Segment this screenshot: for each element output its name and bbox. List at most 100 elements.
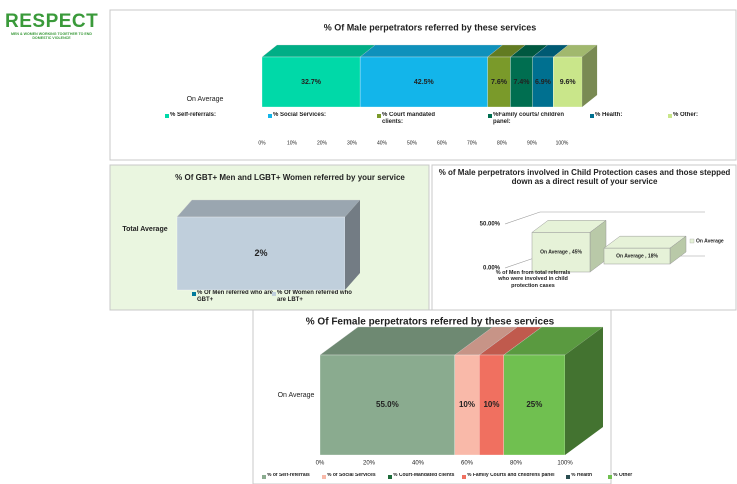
value-label: On Average , 18% bbox=[616, 253, 658, 259]
x-tick-label: 70% bbox=[467, 140, 478, 146]
bar-segment bbox=[319, 326, 494, 456]
x-tick-label: 100% bbox=[556, 140, 569, 146]
value-label: 7.4% bbox=[514, 79, 531, 86]
legend-label: % Health bbox=[571, 473, 593, 478]
bar-top bbox=[176, 199, 361, 218]
x-tick-label: 30% bbox=[347, 140, 358, 146]
legend-label-box: % of Social Services bbox=[327, 473, 376, 478]
legend-label: %Family courts/ children panel: bbox=[493, 112, 565, 125]
bar bbox=[531, 219, 607, 273]
logo-name: RESPECT bbox=[5, 11, 98, 32]
bar-segment bbox=[478, 326, 543, 456]
legend-label: % Court-Mandated clients bbox=[393, 473, 455, 478]
bar-front bbox=[479, 354, 504, 456]
category-label-box: On Average bbox=[277, 392, 315, 399]
bar-front bbox=[603, 247, 671, 265]
legend-swatch bbox=[689, 238, 695, 244]
legend-label-box: % Health: bbox=[595, 112, 623, 118]
x-tick-label: 60% bbox=[437, 140, 448, 146]
bar-segment bbox=[509, 44, 549, 108]
legend-swatch bbox=[322, 475, 326, 479]
value-label: 25% bbox=[526, 400, 542, 409]
category-label: % of Men from total referrals who were i… bbox=[495, 270, 571, 289]
value-label: 7.6% bbox=[491, 79, 508, 86]
chart-title: % of Male perpetrators involved in Child… bbox=[438, 168, 731, 187]
legend-label: % Other bbox=[613, 473, 633, 478]
legend-label-box: %Family courts/ children panel: bbox=[493, 112, 565, 125]
bar-side bbox=[345, 200, 360, 290]
bar-segment bbox=[176, 199, 361, 291]
legend-label: % Of Women referred who are LBT+ bbox=[277, 290, 352, 303]
legend-swatch bbox=[272, 292, 276, 296]
bar-top bbox=[261, 44, 376, 58]
value-label: 42.5% bbox=[414, 79, 435, 86]
legend-swatch bbox=[165, 114, 169, 118]
y-tick-label: 50.00% bbox=[480, 222, 501, 228]
legend-swatch bbox=[462, 475, 466, 479]
legend-swatch bbox=[388, 475, 392, 479]
x-tick-label: 40% bbox=[412, 461, 425, 467]
legend-swatch bbox=[590, 114, 594, 118]
x-tick-label: 20% bbox=[363, 461, 376, 467]
bar-front bbox=[261, 56, 361, 108]
x-tick-label: 60% bbox=[461, 461, 474, 467]
legend-swatch bbox=[192, 292, 196, 296]
chart-title: % Of Female perpetrators referred by the… bbox=[306, 317, 555, 328]
bar-front bbox=[503, 354, 566, 456]
bar-front bbox=[553, 56, 583, 108]
category-label: On Average bbox=[186, 96, 224, 103]
legend-label-box: % Self-referrals: bbox=[170, 112, 217, 118]
bar-side bbox=[582, 45, 598, 107]
bar-segment bbox=[454, 326, 518, 456]
bar-side bbox=[565, 327, 603, 455]
legend-label-box: % Of Men referred who are GBT+ bbox=[197, 290, 273, 303]
value-label: 10% bbox=[459, 400, 475, 409]
x-tick-label: 20% bbox=[317, 140, 328, 146]
legend-label-box: % Court mandated clients: bbox=[382, 112, 435, 125]
x-tick-label: 80% bbox=[497, 140, 508, 146]
bar bbox=[603, 235, 687, 265]
legend-label: % of Self-referrals bbox=[267, 473, 310, 478]
legend-label-box: % of Self-referrals bbox=[267, 473, 310, 478]
bar-top bbox=[359, 44, 504, 58]
legend-label: % Family Courts and childrens panel bbox=[467, 473, 555, 478]
legend-swatch bbox=[668, 114, 672, 118]
x-tick-label: 0% bbox=[258, 140, 266, 146]
x-tick-label: 50% bbox=[407, 140, 418, 146]
legend-label-box: % Of Women referred who are LBT+ bbox=[277, 290, 352, 303]
x-tick-label: 0% bbox=[316, 461, 325, 467]
legend-swatch bbox=[377, 114, 381, 118]
legend-label-box: % Health bbox=[571, 473, 593, 478]
x-tick-label: 90% bbox=[527, 140, 538, 146]
category-label-box: % of Men from total referrals who were i… bbox=[495, 270, 571, 289]
value-label: 10% bbox=[483, 400, 499, 409]
y-tick-label: 0.00% bbox=[483, 266, 501, 272]
legend-label: On Average bbox=[696, 238, 724, 244]
legend-label: % Health: bbox=[595, 112, 623, 118]
legend-label: % Self-referrals: bbox=[170, 112, 217, 118]
value-label: 9.6% bbox=[560, 79, 577, 86]
bar-front bbox=[176, 216, 346, 291]
chart-title: % Of GBT+ Men and LGBT+ Women referred b… bbox=[175, 173, 405, 182]
bar-segment bbox=[261, 44, 376, 108]
category-label: On Average bbox=[277, 392, 315, 399]
value-label: 2% bbox=[254, 248, 267, 258]
legend-label: % of Social Services bbox=[327, 473, 376, 478]
legend-label: % Other: bbox=[673, 112, 699, 118]
value-label: 6.9% bbox=[535, 79, 552, 86]
legend-label-box: % Social Services: bbox=[273, 112, 326, 118]
legend-label-box: % Other: bbox=[673, 112, 699, 118]
legend-swatch bbox=[262, 475, 266, 479]
legend-label-box: % Court-Mandated clients bbox=[393, 473, 455, 478]
grid-line bbox=[504, 211, 705, 225]
bar-front bbox=[454, 354, 480, 456]
bar-segment bbox=[532, 44, 569, 108]
legend-swatch bbox=[566, 475, 570, 479]
value-label: On Average , 45% bbox=[540, 250, 582, 256]
x-tick-label: 80% bbox=[510, 461, 523, 467]
x-tick-label: 10% bbox=[287, 140, 298, 146]
x-tick-label: 100% bbox=[557, 461, 573, 467]
x-tick-label: 40% bbox=[377, 140, 388, 146]
value-label: 32.7% bbox=[301, 79, 322, 86]
